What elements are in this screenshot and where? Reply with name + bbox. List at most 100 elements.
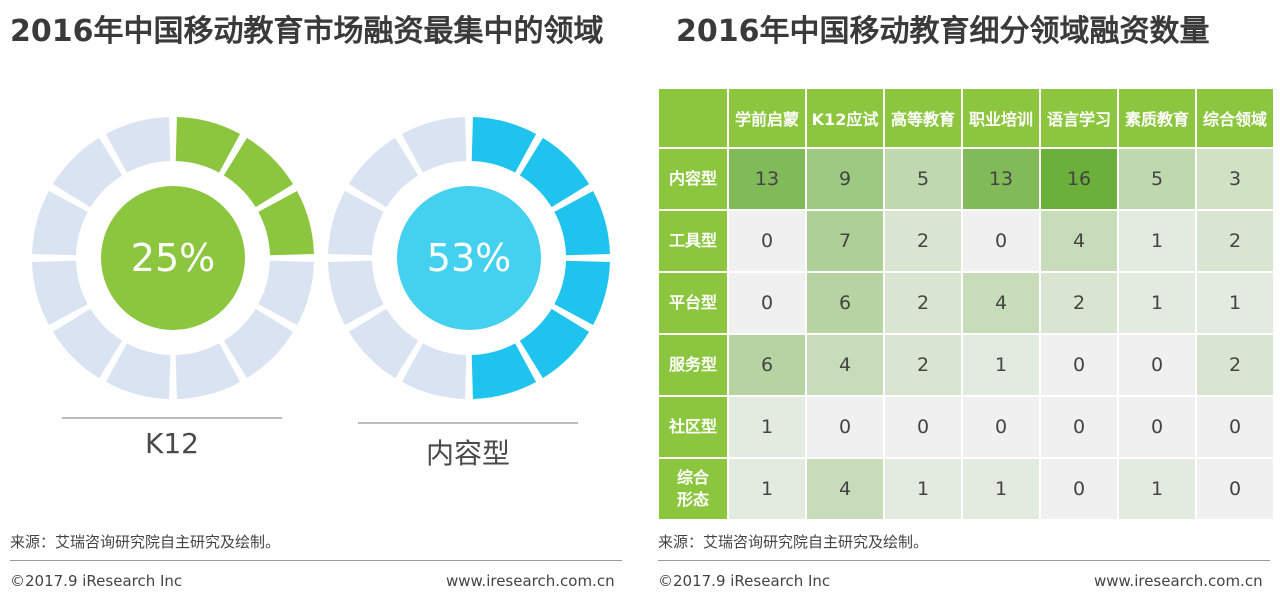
donut-value-label: 53% <box>427 236 511 280</box>
heatmap-cell: 13 <box>729 149 805 209</box>
heatmap-cell: 2 <box>1041 273 1117 333</box>
heatmap-cell: 1 <box>729 397 805 457</box>
row-header: 服务型 <box>659 335 727 395</box>
heatmap-cell: 13 <box>963 149 1039 209</box>
donut-segment-empty <box>175 343 241 399</box>
heatmap-cell: 0 <box>1041 335 1117 395</box>
heatmap-cell: 1 <box>729 459 805 519</box>
donut-segment-empty <box>52 308 123 379</box>
donut-segment-empty <box>32 190 88 256</box>
heatmap-cell: 0 <box>1197 459 1273 519</box>
column-header: 语言学习 <box>1041 89 1117 147</box>
donut-segment-empty <box>258 260 314 326</box>
donut-segment-empty <box>105 117 171 173</box>
heatmap-cell: 1 <box>963 459 1039 519</box>
table-row: 工具型 0 7 2 0 4 1 2 <box>659 211 1273 271</box>
heatmap-cell: 0 <box>807 397 883 457</box>
footer-separator-left <box>10 560 622 561</box>
heatmap-cell: 1 <box>1119 459 1195 519</box>
heatmap-cell: 4 <box>807 335 883 395</box>
donut-label-content: 内容型 <box>425 437 510 470</box>
heatmap-cell: 1 <box>963 335 1039 395</box>
heatmap-cell: 0 <box>1041 459 1117 519</box>
donut-segment-filled <box>471 343 537 399</box>
heatmap-cell: 7 <box>807 211 883 271</box>
donut-segment-empty <box>105 343 171 399</box>
heatmap-cell: 4 <box>1041 211 1117 271</box>
column-header: 综合领域 <box>1197 89 1273 147</box>
heatmap-cell: 3 <box>1197 149 1273 209</box>
heatmap-cell: 9 <box>807 149 883 209</box>
donut-segment-filled <box>554 260 610 326</box>
donut-segment-empty <box>328 190 384 256</box>
donut-segment-empty <box>401 117 467 173</box>
donut-segment-filled <box>175 117 241 173</box>
column-header: 高等教育 <box>885 89 961 147</box>
heatmap-cell: 2 <box>1197 335 1273 395</box>
footer-separator-right <box>658 560 1270 561</box>
source-note-left: 来源：艾瑞咨询研究院自主研究及绘制。 <box>10 533 281 551</box>
right-chart-title: 2016年中国移动教育细分领域融资数量 <box>676 14 1210 49</box>
copyright-right: ©2017.9 iResearch Inc <box>658 572 831 590</box>
copyright-left: ©2017.9 iResearch Inc <box>10 572 183 590</box>
heatmap-cell: 2 <box>885 335 961 395</box>
source-note-right: 来源：艾瑞咨询研究院自主研究及绘制。 <box>658 533 929 551</box>
header-row: 学前启蒙 K12应试 高等教育 职业培训 语言学习 素质教育 综合领域 <box>659 89 1273 147</box>
heatmap-cell: 4 <box>807 459 883 519</box>
column-header: 职业培训 <box>963 89 1039 147</box>
table-row: 平台型 0 6 2 4 2 1 1 <box>659 273 1273 333</box>
heatmap-cell: 0 <box>1197 397 1273 457</box>
donut-center <box>397 186 541 330</box>
donut-chart-content: 53% <box>328 117 610 399</box>
table-row: 服务型 6 4 2 1 0 0 2 <box>659 335 1273 395</box>
donut-segment-filled <box>223 137 294 208</box>
donut-segment-filled <box>258 190 314 256</box>
divider-line <box>62 417 282 419</box>
donut-segment-filled <box>471 117 537 173</box>
row-header: 综合 形态 <box>659 459 727 519</box>
heatmap-cell: 5 <box>1119 149 1195 209</box>
heatmap-cell: 0 <box>1119 335 1195 395</box>
row-header: 内容型 <box>659 149 727 209</box>
heatmap-cell: 0 <box>963 211 1039 271</box>
table-row: 综合 形态 1 4 1 1 0 1 0 <box>659 459 1273 519</box>
column-header: K12应试 <box>807 89 883 147</box>
donut-segment-filled <box>519 308 590 379</box>
donut-center <box>101 186 245 330</box>
heatmap-cell: 1 <box>1119 273 1195 333</box>
heatmap-cell: 0 <box>729 273 805 333</box>
heatmap-cell: 0 <box>1119 397 1195 457</box>
heatmap-cell: 0 <box>729 211 805 271</box>
heatmap-cell: 2 <box>1197 211 1273 271</box>
donut-segment-empty <box>328 260 384 326</box>
website-right: www.iresearch.com.cn <box>1094 572 1263 590</box>
heatmap-cell: 6 <box>807 273 883 333</box>
heatmap-table: 学前启蒙 K12应试 高等教育 职业培训 语言学习 素质教育 综合领域 内容型 13 9 5 13 1… <box>657 87 1275 521</box>
donut-segment-filled <box>519 137 590 208</box>
heatmap-cell: 5 <box>885 149 961 209</box>
left-chart-title: 2016年中国移动教育市场融资最集中的领域 <box>10 14 604 49</box>
column-header: 素质教育 <box>1119 89 1195 147</box>
heatmap-cell: 0 <box>885 397 961 457</box>
table-row: 社区型 1 0 0 0 0 0 0 <box>659 397 1273 457</box>
donut-segment-empty <box>223 308 294 379</box>
heatmap-cell: 1 <box>885 459 961 519</box>
heatmap-cell: 6 <box>729 335 805 395</box>
heatmap-cell: 2 <box>885 273 961 333</box>
heatmap-cell: 1 <box>1197 273 1273 333</box>
donut-label-k12: K12 <box>145 427 199 460</box>
heatmap-cell: 4 <box>963 273 1039 333</box>
donut-segment-empty <box>32 260 88 326</box>
heatmap-cell: 16 <box>1041 149 1117 209</box>
donut-segment-empty <box>401 343 467 399</box>
donut-segment-empty <box>52 137 123 208</box>
row-header: 社区型 <box>659 397 727 457</box>
row-header: 工具型 <box>659 211 727 271</box>
donut-segment-empty <box>348 137 419 208</box>
website-left: www.iresearch.com.cn <box>446 572 615 590</box>
table-row: 内容型 13 9 5 13 16 5 3 <box>659 149 1273 209</box>
table-corner <box>659 89 727 147</box>
donut-chart-k12: 25% <box>32 117 314 399</box>
row-header: 平台型 <box>659 273 727 333</box>
heatmap-cell: 0 <box>1041 397 1117 457</box>
